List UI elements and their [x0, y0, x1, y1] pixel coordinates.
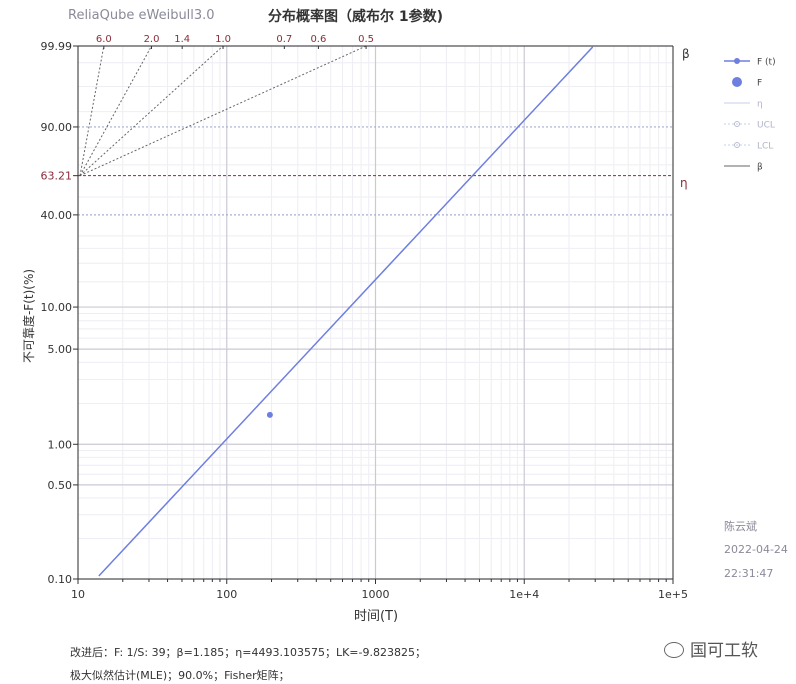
beta-tick-label: 0.5: [358, 34, 374, 45]
beta-ray: [79, 45, 152, 176]
beta-right-label: β: [682, 47, 690, 61]
beta-tick-label: 0.7: [276, 34, 292, 45]
axis-labels: 时间(T) 不可靠度-F(t)(%) β η: [21, 47, 690, 624]
legend-item: UCL: [724, 121, 775, 131]
legend-label: F: [757, 79, 762, 89]
legend-label: η: [757, 100, 763, 110]
y-tick-label: 63.21: [41, 170, 73, 183]
legend-swatch-marker: [734, 58, 740, 64]
data-point-f: [266, 411, 273, 418]
axes: [73, 45, 674, 584]
run-date: 2022-04-24: [724, 543, 788, 556]
footer-line-2: 极大似然估计(MLE)；90.0%；Fisher矩阵；: [70, 669, 290, 682]
chart-title: 分布概率图（威布尔 1参数): [268, 9, 444, 25]
x-tick-label: 10: [71, 588, 85, 601]
x-axis-label: 时间(T): [354, 609, 398, 624]
footer-line-1: 改进后：F: 1/S: 39；β=1.185；η=4493.103575；LK=…: [70, 646, 426, 659]
beta-tick-label: 6.0: [96, 34, 112, 45]
eta-right-label: η: [680, 176, 688, 190]
y-tick-label: 10.00: [41, 301, 73, 314]
y-tick-label: 1.00: [48, 438, 73, 451]
beta-rays: [79, 45, 367, 177]
legend-swatch-marker: [734, 121, 740, 127]
x-tick-label: 1e+4: [509, 588, 539, 601]
wechat-icon: [664, 642, 684, 658]
legend-item: F: [732, 77, 762, 89]
watermark-text: 国可工软: [690, 641, 758, 661]
run-time: 22:31:47: [724, 567, 774, 580]
beta-ray: [79, 45, 105, 176]
author-name: 陈云斌: [724, 520, 757, 533]
beta-ray: [79, 45, 367, 177]
legend-item: LCL: [724, 142, 773, 152]
y-tick-label: 40.00: [41, 209, 73, 222]
x-tick-label: 100: [216, 588, 237, 601]
legend-label: LCL: [757, 142, 773, 152]
legend: F (t) Fη UCL LCL β: [724, 58, 776, 173]
legend-item: β: [724, 163, 763, 173]
x-tick-label: 1e+5: [658, 588, 688, 601]
legend-item: η: [724, 100, 763, 110]
legend-swatch-marker: [732, 77, 742, 87]
legend-label: UCL: [757, 121, 775, 131]
beta-tick-label: 1.0: [215, 34, 231, 45]
tick-labels: 10 100 1000 1e+4 1e+5 99.99 90.00 63.21 40.00 10.…: [41, 34, 688, 601]
series-layer: [98, 46, 594, 577]
app-title: ReliaQube eWeibull3.0: [68, 8, 215, 23]
legend-swatch-marker: [734, 142, 740, 148]
y-tick-label: 5.00: [48, 343, 73, 356]
x-tick-label: 1000: [362, 588, 390, 601]
fit-line-f-t: [98, 46, 594, 577]
y-tick-label: 0.50: [48, 479, 73, 492]
beta-tick-label: 1.4: [174, 34, 190, 45]
legend-label: β: [757, 163, 763, 173]
beta-ray: [79, 45, 224, 177]
legend-item: F (t): [724, 58, 776, 68]
y-axis-label: 不可靠度-F(t)(%): [21, 269, 36, 363]
y-tick-label: 99.99: [41, 40, 73, 53]
y-tick-label: 0.10: [48, 573, 73, 586]
watermark: 国可工软: [664, 636, 758, 661]
legend-label: F (t): [757, 58, 776, 68]
beta-tick-label: 2.0: [144, 34, 160, 45]
beta-tick-label: 0.6: [310, 34, 326, 45]
y-tick-label: 90.00: [41, 121, 73, 134]
